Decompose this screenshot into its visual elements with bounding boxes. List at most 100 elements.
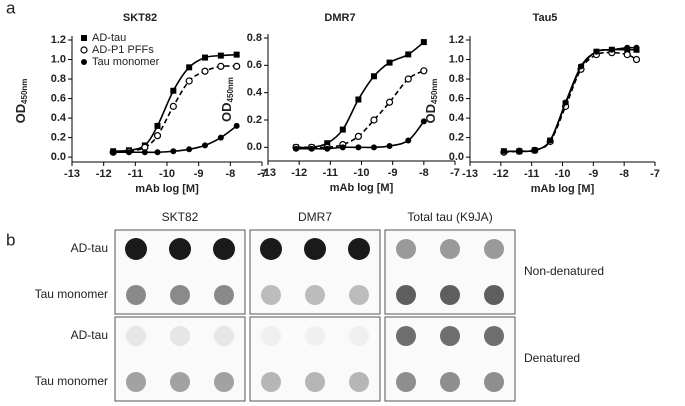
x-tick-label: -12 <box>291 167 307 179</box>
blot-dot <box>170 326 190 346</box>
marker <box>154 149 161 156</box>
group-label: Denatured <box>524 351 580 365</box>
legend-label: AD-tau <box>92 32 126 44</box>
y-tick-label: 0.2 <box>51 132 66 144</box>
marker <box>632 55 641 64</box>
marker <box>370 73 377 80</box>
marker <box>516 148 523 155</box>
row-label: Tau monomer <box>35 374 108 388</box>
blot-dot <box>261 285 281 305</box>
x-tick-label: -9 <box>194 168 204 180</box>
blot-dot <box>126 285 146 305</box>
blot-dot <box>348 238 370 260</box>
marker <box>608 46 615 53</box>
marker <box>217 62 225 70</box>
marker <box>233 62 241 70</box>
marker <box>169 102 177 110</box>
marker <box>80 46 88 54</box>
y-tick-label: 1.0 <box>449 53 464 65</box>
y-tick-label: 1.0 <box>51 53 66 65</box>
x-tick-label: -11 <box>524 168 539 180</box>
chart-title: DMR7 <box>324 12 355 24</box>
y-tick-label: 0.8 <box>449 73 464 85</box>
y-tick-label: 0.0 <box>247 141 262 153</box>
marker <box>623 51 631 59</box>
y-tick-label: 0.6 <box>449 92 464 104</box>
fit-line <box>296 41 425 149</box>
marker <box>370 116 378 124</box>
y-tick-label: 0.2 <box>449 132 464 144</box>
y-axis-label: OD450nm <box>219 77 235 122</box>
blot-dot <box>125 238 147 260</box>
marker <box>547 137 554 144</box>
blot-dot <box>126 372 146 392</box>
marker <box>186 64 193 71</box>
y-axis-label: OD450nm <box>13 79 29 124</box>
marker <box>170 148 177 155</box>
marker <box>186 146 193 153</box>
marker <box>233 51 240 58</box>
marker <box>593 48 600 55</box>
y-label-main: OD <box>13 104 28 124</box>
x-tick-label: -13 <box>64 168 80 180</box>
marker <box>578 63 584 70</box>
blot-dot <box>170 372 190 392</box>
marker <box>562 99 569 106</box>
x-tick-label: -8 <box>419 167 429 179</box>
x-tick-label: -7 <box>257 168 267 180</box>
x-tick-label: -10 <box>555 168 571 180</box>
y-tick-label: 0.6 <box>51 92 66 104</box>
x-axis-label: mAb log [M] <box>330 182 394 194</box>
y-tick-label: 0.8 <box>247 32 262 44</box>
x-axis-label: mAb log [M] <box>531 183 595 195</box>
row-label: AD-tau <box>71 328 108 342</box>
y-tick-label: 0.2 <box>247 114 262 126</box>
y-tick-label: 0.0 <box>51 151 66 163</box>
marker <box>81 35 87 41</box>
marker <box>385 98 394 106</box>
x-tick-label: -10 <box>159 168 175 180</box>
x-tick-label: -11 <box>128 168 143 180</box>
marker <box>308 145 315 152</box>
marker <box>500 148 507 155</box>
marker <box>386 59 393 66</box>
marker <box>420 118 427 125</box>
marker <box>355 96 362 103</box>
y-tick-label: 1.2 <box>449 34 464 46</box>
legend-label: Tau monomer <box>92 56 160 68</box>
marker <box>355 144 362 151</box>
y-tick-label: 0.4 <box>51 112 67 124</box>
blot-dot <box>484 326 504 346</box>
y-tick-label: 1.2 <box>51 34 66 46</box>
y-tick-label: 0.0 <box>449 151 464 163</box>
row-label: AD-tau <box>71 241 108 255</box>
y-label-sub: 450nm <box>20 79 29 104</box>
blot-dot <box>440 326 460 346</box>
x-tick-label: -12 <box>96 168 112 180</box>
row-label: Tau monomer <box>35 287 108 301</box>
y-label-main: OD <box>423 104 438 124</box>
blot-dot <box>214 372 234 392</box>
blot-dot <box>126 326 146 346</box>
marker <box>386 142 393 149</box>
column-header: DMR7 <box>298 210 332 224</box>
marker <box>370 144 377 151</box>
blot-dot <box>349 326 369 346</box>
x-tick-label: -9 <box>388 167 398 179</box>
marker <box>217 134 224 141</box>
group-label: Non-denatured <box>524 264 604 278</box>
marker <box>81 59 87 65</box>
y-axis-label: OD450nm <box>423 79 439 124</box>
marker <box>633 44 640 51</box>
blot-dot <box>440 372 460 392</box>
panel-label: a <box>6 0 16 17</box>
blot-dot <box>304 238 326 260</box>
blot-dot <box>305 372 325 392</box>
blot-dot <box>396 239 416 259</box>
marker <box>154 122 161 129</box>
blot-dot <box>260 238 282 260</box>
blot-dot <box>213 238 235 260</box>
blot-dot <box>305 326 325 346</box>
marker <box>153 132 162 140</box>
chart-title: SKT82 <box>123 12 157 24</box>
